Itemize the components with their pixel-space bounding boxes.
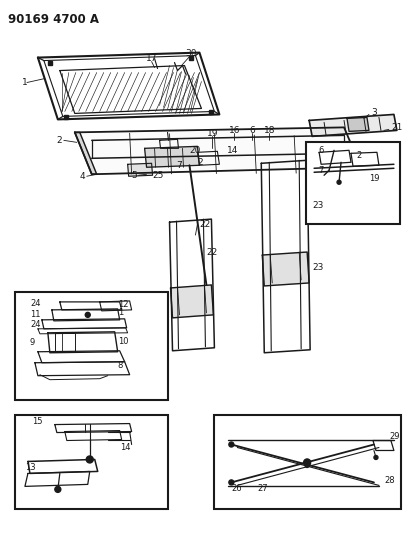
Circle shape bbox=[55, 487, 61, 492]
Text: 7: 7 bbox=[318, 166, 324, 175]
Bar bbox=[215, 415, 401, 510]
Text: 2: 2 bbox=[56, 136, 62, 145]
Text: 4: 4 bbox=[79, 172, 85, 181]
Text: 20: 20 bbox=[190, 146, 201, 155]
Polygon shape bbox=[52, 309, 120, 321]
Bar bbox=[64, 116, 68, 119]
Text: 19: 19 bbox=[207, 129, 218, 138]
Circle shape bbox=[337, 180, 341, 184]
Text: 10: 10 bbox=[118, 337, 128, 346]
Text: 17: 17 bbox=[146, 54, 157, 63]
Text: 19: 19 bbox=[369, 174, 379, 183]
Text: 5: 5 bbox=[131, 171, 137, 180]
Text: 23: 23 bbox=[312, 263, 324, 272]
Bar bbox=[209, 110, 213, 115]
Polygon shape bbox=[75, 127, 361, 174]
Text: 2: 2 bbox=[198, 158, 203, 167]
Circle shape bbox=[85, 312, 90, 317]
Polygon shape bbox=[373, 440, 394, 450]
Text: 2: 2 bbox=[356, 151, 362, 160]
Text: 9: 9 bbox=[30, 338, 35, 348]
Text: 27: 27 bbox=[257, 484, 268, 493]
Text: 26: 26 bbox=[231, 484, 242, 493]
Text: 18: 18 bbox=[263, 126, 275, 135]
Text: 7: 7 bbox=[176, 161, 181, 170]
Polygon shape bbox=[128, 163, 153, 176]
Text: 28: 28 bbox=[384, 476, 395, 485]
Circle shape bbox=[305, 464, 309, 467]
Bar bbox=[15, 415, 168, 510]
Text: 29: 29 bbox=[389, 432, 400, 441]
Text: 14: 14 bbox=[227, 146, 238, 155]
Polygon shape bbox=[38, 351, 125, 363]
Text: 30: 30 bbox=[186, 49, 197, 58]
Bar bbox=[306, 142, 400, 224]
Text: 15: 15 bbox=[32, 417, 42, 426]
Polygon shape bbox=[75, 132, 97, 174]
Polygon shape bbox=[28, 459, 98, 473]
Text: 22: 22 bbox=[200, 220, 211, 229]
Circle shape bbox=[229, 442, 234, 447]
Text: 3: 3 bbox=[371, 108, 377, 117]
Text: 90169 4700 A: 90169 4700 A bbox=[8, 13, 99, 26]
Text: 6: 6 bbox=[318, 146, 324, 155]
Bar bbox=[48, 61, 52, 64]
Text: 25: 25 bbox=[153, 171, 164, 180]
Circle shape bbox=[374, 456, 378, 459]
Text: 8: 8 bbox=[118, 361, 123, 370]
Polygon shape bbox=[351, 152, 379, 166]
Bar bbox=[189, 55, 194, 60]
Text: 22: 22 bbox=[206, 247, 218, 256]
Text: 14: 14 bbox=[120, 443, 130, 452]
Polygon shape bbox=[347, 117, 369, 131]
Polygon shape bbox=[55, 424, 132, 433]
Polygon shape bbox=[60, 302, 122, 310]
Circle shape bbox=[304, 459, 311, 466]
Text: 13: 13 bbox=[25, 463, 36, 472]
Text: 1: 1 bbox=[22, 78, 28, 87]
Text: 23: 23 bbox=[312, 200, 324, 209]
Polygon shape bbox=[48, 332, 118, 353]
Polygon shape bbox=[145, 147, 200, 167]
Text: 11: 11 bbox=[30, 310, 40, 319]
Polygon shape bbox=[319, 150, 351, 164]
Bar bbox=[15, 292, 168, 400]
Circle shape bbox=[86, 456, 93, 463]
Text: 1: 1 bbox=[118, 309, 123, 317]
Text: 6: 6 bbox=[249, 126, 255, 135]
Text: 16: 16 bbox=[229, 126, 240, 135]
Text: 24: 24 bbox=[30, 320, 40, 329]
Polygon shape bbox=[170, 285, 213, 318]
Text: 24: 24 bbox=[30, 300, 40, 309]
Text: 12: 12 bbox=[118, 301, 128, 309]
Polygon shape bbox=[309, 115, 397, 136]
Circle shape bbox=[229, 480, 234, 485]
Text: 21: 21 bbox=[391, 123, 402, 132]
Polygon shape bbox=[262, 252, 309, 286]
